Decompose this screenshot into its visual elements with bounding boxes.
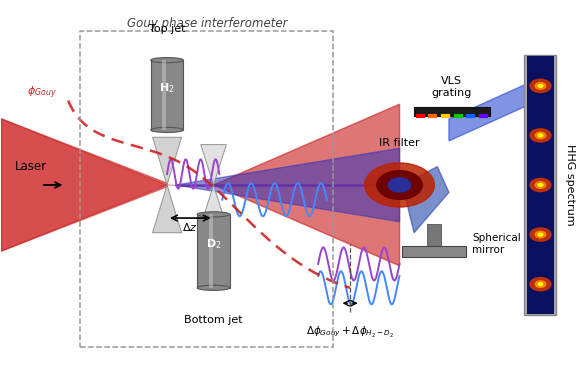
Polygon shape (167, 185, 214, 187)
Text: Spherical
mirror: Spherical mirror (472, 233, 521, 255)
Circle shape (388, 178, 411, 192)
Ellipse shape (197, 212, 230, 217)
Circle shape (364, 163, 434, 207)
Circle shape (536, 83, 545, 89)
Text: $\Delta z$: $\Delta z$ (182, 221, 198, 233)
Ellipse shape (151, 127, 183, 132)
Polygon shape (152, 185, 182, 233)
Text: HHG spectrum: HHG spectrum (565, 144, 575, 226)
FancyBboxPatch shape (527, 57, 554, 313)
Circle shape (538, 233, 543, 236)
Text: Gouy phase interferometer: Gouy phase interferometer (127, 17, 288, 30)
Polygon shape (449, 82, 530, 141)
Circle shape (536, 231, 545, 238)
Text: Bottom jet: Bottom jet (184, 314, 243, 324)
FancyBboxPatch shape (162, 60, 166, 130)
FancyBboxPatch shape (524, 55, 557, 315)
Circle shape (538, 134, 543, 137)
FancyBboxPatch shape (208, 214, 213, 288)
Text: IR filter: IR filter (379, 138, 420, 148)
Polygon shape (402, 246, 467, 257)
Circle shape (536, 132, 545, 139)
Text: H$_2$: H$_2$ (159, 81, 175, 95)
Circle shape (530, 129, 551, 142)
Circle shape (536, 182, 545, 188)
Circle shape (536, 281, 545, 287)
Polygon shape (201, 185, 227, 225)
Circle shape (538, 84, 543, 87)
Text: $\Delta\phi_{Gouy} + \Delta\phi_{H_2-D_2}$: $\Delta\phi_{Gouy} + \Delta\phi_{H_2-D_2… (306, 324, 394, 339)
Polygon shape (402, 166, 449, 233)
Circle shape (530, 278, 551, 291)
Circle shape (530, 79, 551, 92)
Polygon shape (176, 148, 399, 222)
Polygon shape (201, 145, 227, 185)
Ellipse shape (197, 285, 230, 290)
Polygon shape (152, 137, 182, 185)
Text: $\phi_{Gouy}$: $\phi_{Gouy}$ (27, 85, 57, 101)
Ellipse shape (151, 58, 183, 63)
Polygon shape (414, 107, 489, 116)
Circle shape (538, 283, 543, 286)
Text: Top jet: Top jet (149, 24, 185, 34)
Text: VLS
grating: VLS grating (432, 76, 472, 98)
Circle shape (530, 228, 551, 241)
Polygon shape (214, 104, 399, 266)
Circle shape (377, 171, 422, 199)
FancyBboxPatch shape (427, 223, 442, 246)
FancyBboxPatch shape (151, 60, 183, 130)
Polygon shape (214, 104, 399, 266)
Polygon shape (1, 119, 167, 251)
Text: D$_2$: D$_2$ (206, 237, 221, 250)
Polygon shape (1, 119, 167, 251)
Text: Laser: Laser (15, 160, 47, 173)
Circle shape (530, 178, 551, 192)
FancyBboxPatch shape (197, 214, 230, 288)
Circle shape (538, 184, 543, 186)
